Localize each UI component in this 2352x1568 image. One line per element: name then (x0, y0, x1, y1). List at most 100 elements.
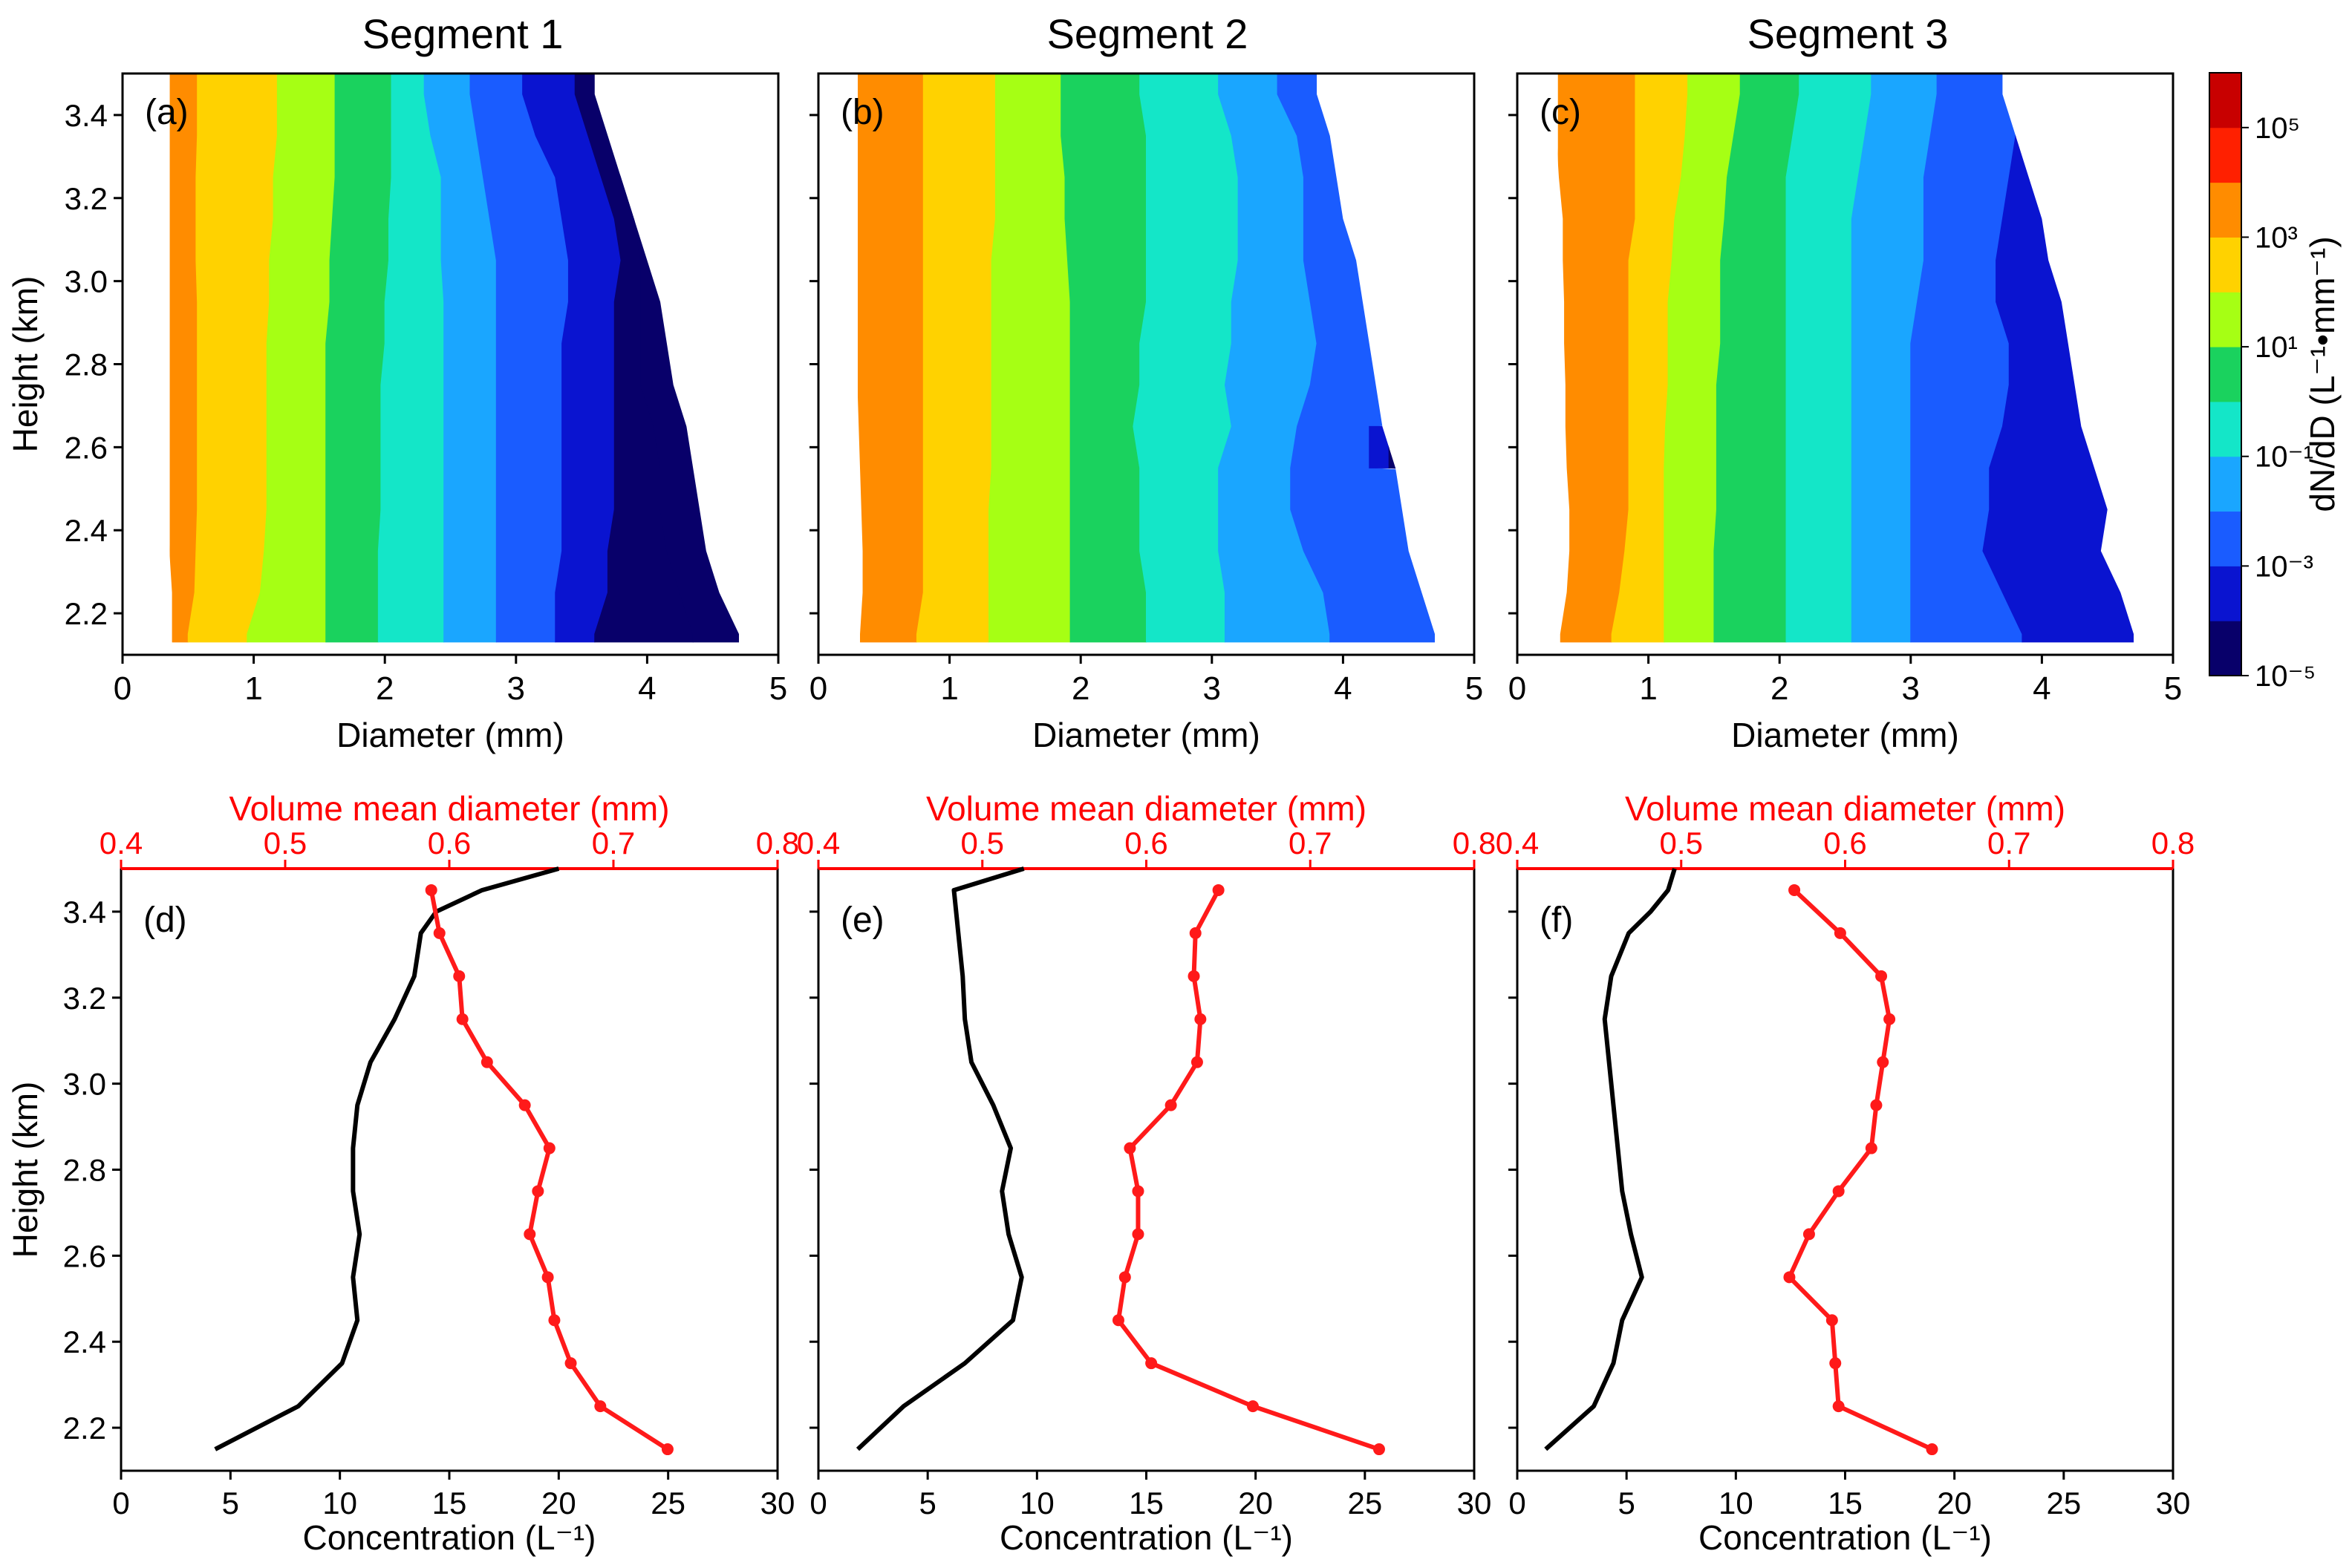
colorbar-level-10 (2209, 73, 2241, 128)
x-tick-label: 1 (244, 670, 262, 707)
panel-label: (e) (841, 901, 885, 940)
x-axis-label: Concentration (L⁻¹) (1698, 1518, 1992, 1557)
vmd-point (1194, 1013, 1207, 1025)
title-segment-2: Segment 2 (1047, 10, 1248, 57)
colorbar-level-6 (2209, 292, 2241, 347)
y-tick-label: 3.0 (63, 1067, 106, 1102)
x-tick-label: 4 (1334, 670, 1352, 707)
contour-band-level--5 (1381, 74, 1436, 643)
top-x-tick-label: 0.6 (1823, 826, 1866, 860)
x-tick-label: 20 (541, 1486, 576, 1520)
x-tick-label: 3 (507, 670, 525, 707)
x-tick-label: 10 (1719, 1486, 1753, 1520)
top-x-tick-label: 0.5 (961, 826, 1004, 860)
vmd-point (456, 1013, 469, 1025)
vmd-series-line (429, 889, 669, 1451)
x-tick-label: 5 (222, 1486, 239, 1520)
top-x-tick-label: 0.7 (592, 826, 635, 860)
colorbar-tick-label: 10⁻³ (2255, 550, 2313, 583)
x-tick-label: 4 (638, 670, 656, 707)
vmd-point (1883, 1013, 1896, 1025)
x-tick-label: 4 (2033, 670, 2050, 707)
concentration-series-line (214, 866, 560, 1451)
top-x-tick-label: 0.5 (1660, 826, 1703, 860)
plot-frame (817, 867, 1476, 1472)
vmd-point (541, 1271, 554, 1284)
top-x-tick-label: 0.4 (797, 826, 840, 860)
contour-band-level-0 (1061, 74, 1147, 643)
top-x-tick-label: 0.4 (1496, 826, 1539, 860)
contour-bands (1557, 74, 2134, 643)
x-tick-label: 5 (2164, 670, 2182, 707)
y-tick-label: 3.0 (65, 264, 108, 299)
colorbar-level-2 (2209, 511, 2241, 566)
colorbar-tick-label: 10⁻⁵ (2255, 660, 2316, 693)
colorbar-level-3 (2209, 456, 2241, 512)
top-x-tick-label: 0.4 (100, 826, 143, 860)
vmd-point (1190, 1056, 1203, 1068)
contour-band-level--4 (1369, 74, 1436, 643)
vmd-point (1875, 970, 1888, 982)
x-tick-label: 10 (1020, 1486, 1055, 1520)
colorbar-tick-label: 10⁵ (2255, 112, 2300, 145)
contour-band-level-2 (916, 74, 996, 643)
y-tick-label: 2.6 (63, 1238, 106, 1273)
vmd-series-line (1787, 888, 1933, 1451)
x-tick-label: 2 (1072, 670, 1089, 707)
colorbar-level-5 (2209, 347, 2241, 402)
vmd-point (594, 1400, 607, 1413)
y-tick-label: 3.2 (65, 181, 108, 216)
vmd-point (453, 970, 466, 982)
contour-bands (857, 74, 1436, 643)
x-tick-label: 15 (1828, 1486, 1863, 1520)
vmd-point (1825, 1314, 1838, 1327)
y-tick-label: 2.8 (63, 1153, 106, 1188)
vmd-point (518, 1099, 531, 1111)
y-tick-label: 2.8 (65, 347, 108, 382)
colorbar-tick-label: 10³ (2255, 221, 2298, 254)
colorbar-label: dN/dD (L⁻¹•mm⁻¹) (2303, 236, 2342, 512)
y-tick-label: 3.4 (65, 98, 108, 133)
x-tick-label: 0 (809, 1486, 827, 1520)
colorbar-level-1 (2209, 566, 2241, 621)
plot-frame (120, 867, 779, 1472)
contour-panel-c: 0 1 2 3 4 5 Diameter (mm) (c) (1508, 72, 2182, 754)
x-axis-label: Diameter (mm) (1731, 716, 1959, 754)
profile-panel-d: 0 5 10 15 20 25 30 0.4 0.5 0.6 0.7 0.8 2.2 2.4 2.6 2.8 3… (6, 789, 799, 1557)
x-tick-label: 20 (1238, 1486, 1273, 1520)
contour-panel-b: 0 1 2 3 4 5 Diameter (mm) (b) (809, 72, 1483, 754)
vmd-point (425, 883, 437, 896)
vmd-point (1865, 1142, 1877, 1154)
y-axis-label: Height (km) (6, 1082, 45, 1258)
vmd-point (433, 927, 446, 939)
top-x-tick-label: 0.7 (1289, 826, 1332, 860)
x-tick-label: 25 (1347, 1486, 1382, 1520)
x-tick-label: 15 (1129, 1486, 1164, 1520)
y-tick-label: 2.4 (63, 1324, 106, 1359)
vmd-point (543, 1142, 556, 1154)
vmd-point (1877, 1056, 1889, 1068)
vmd-point (524, 1228, 536, 1241)
vmd-point (1132, 1185, 1144, 1198)
y-tick-label: 2.2 (65, 596, 108, 631)
x-tick-label: 5 (919, 1486, 936, 1520)
vmd-point (532, 1185, 544, 1198)
x-tick-label: 25 (2046, 1486, 2081, 1520)
y-tick-label: 2.6 (65, 430, 108, 465)
colorbar-frame (2209, 72, 2242, 676)
y-tick-label: 3.2 (63, 981, 106, 1016)
top-x-tick-label: 0.6 (428, 826, 471, 860)
y-tick-label: 3.4 (63, 895, 106, 930)
panel-label: (b) (841, 93, 885, 132)
x-tick-label: 25 (651, 1486, 685, 1520)
concentration-series-line (856, 866, 1025, 1451)
x-tick-label: 0 (112, 1486, 129, 1520)
vmd-series-line (1115, 889, 1380, 1451)
x-tick-label: 5 (1465, 670, 1483, 707)
profile-panel-e: 0 5 10 15 20 25 30 0.4 0.5 0.6 0.7 0.8 Concentration… (797, 789, 1496, 1557)
vmd-point (1802, 1228, 1815, 1241)
vmd-point (481, 1056, 493, 1068)
vmd-point (1212, 883, 1225, 896)
x-tick-label: 30 (2156, 1486, 2191, 1520)
x-tick-label: 2 (1770, 670, 1788, 707)
